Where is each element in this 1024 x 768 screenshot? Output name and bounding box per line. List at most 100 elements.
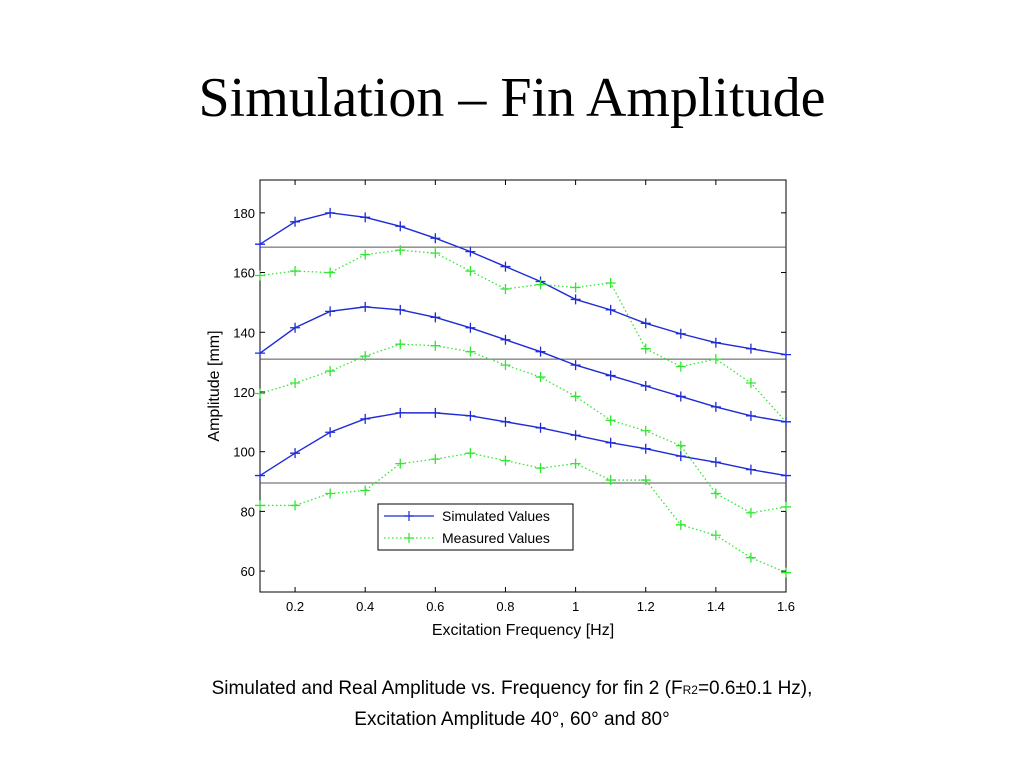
data-point (430, 454, 441, 465)
legend-measured-marker (404, 533, 414, 543)
caption-line-2: Excitation Amplitude 40°, 60° and 80° (354, 709, 670, 730)
series-simulated-4 (255, 407, 791, 481)
data-point (360, 301, 371, 312)
x-axis-label: Excitation Frequency [Hz] (432, 622, 614, 639)
data-point (710, 401, 721, 412)
x-tick-label: 0.8 (496, 599, 514, 614)
series-measured-3 (255, 339, 791, 518)
data-point (675, 451, 686, 462)
data-point (605, 475, 616, 486)
data-point (570, 391, 581, 402)
data-point (430, 248, 441, 259)
data-point (255, 348, 265, 359)
series-layer (255, 207, 791, 578)
y-tick-label: 100 (233, 445, 255, 460)
data-point (781, 567, 791, 578)
data-point (395, 304, 406, 315)
data-point (675, 519, 686, 530)
data-point (290, 216, 301, 227)
data-point (325, 488, 336, 499)
series-line-simulated (259, 306, 787, 423)
data-point (745, 464, 756, 475)
data-point (255, 239, 265, 250)
data-point (430, 340, 441, 351)
x-tick-label: 0.4 (356, 599, 374, 614)
data-point (570, 458, 581, 469)
data-point (535, 372, 546, 383)
y-tick-label: 80 (241, 504, 255, 519)
data-point (500, 283, 511, 294)
data-point (325, 267, 336, 278)
data-point (290, 500, 301, 511)
reference-lines (260, 246, 786, 484)
data-point (710, 337, 721, 348)
slide-title: Simulation – Fin Amplitude (198, 67, 826, 129)
series-measured-5 (255, 448, 791, 578)
legend-box (377, 503, 574, 551)
data-point (500, 261, 511, 272)
data-point (535, 279, 546, 290)
data-point (605, 370, 616, 381)
data-point (465, 266, 476, 277)
data-point (290, 266, 301, 277)
data-point (745, 343, 756, 354)
x-tick-label: 1 (572, 599, 579, 614)
data-point (781, 501, 791, 512)
data-point (325, 306, 336, 317)
x-ticks: 0.2 0.4 0.6 0.8 1 1.2 1.4 1.6 (286, 180, 795, 614)
data-point (500, 334, 511, 345)
data-point (325, 366, 336, 377)
x-tick-label: 1.4 (707, 599, 725, 614)
data-point (710, 354, 721, 365)
data-point (360, 413, 371, 424)
data-point (640, 381, 651, 391)
data-point (360, 351, 371, 362)
caption-text-2: =0.6±0.1 Hz), (697, 678, 813, 699)
data-point (570, 360, 581, 371)
data-point (781, 416, 791, 427)
data-point (395, 458, 406, 469)
data-point (640, 475, 651, 486)
y-tick-label: 180 (233, 206, 255, 221)
caption-line-1: Simulated and Real Amplitude vs. Frequen… (0, 674, 1024, 705)
data-point (640, 343, 651, 354)
series-simulated-2 (255, 301, 791, 427)
data-point (465, 410, 476, 421)
series-simulated-0 (255, 207, 791, 360)
y-axis-label: Amplitude [mm] (206, 330, 223, 441)
series-line-measured (259, 343, 787, 514)
legend-simulated-label: Simulated Values (442, 508, 550, 524)
x-tick-label: 1.6 (777, 599, 795, 614)
data-point (395, 407, 406, 418)
data-point (570, 430, 581, 441)
data-point (570, 282, 581, 293)
y-tick-label: 160 (233, 266, 255, 281)
data-point (500, 416, 511, 427)
data-point (745, 410, 756, 421)
x-tick-label: 1.2 (637, 599, 655, 614)
legend: Simulated Values Measured Values (377, 503, 574, 551)
data-point (675, 361, 686, 372)
data-point (535, 422, 546, 433)
data-point (255, 500, 265, 511)
data-point (500, 455, 511, 466)
data-point (675, 440, 686, 451)
data-point (781, 470, 791, 481)
data-point (605, 415, 616, 426)
x-tick-label: 0.2 (286, 599, 304, 614)
legend-measured-label: Measured Values (442, 530, 550, 546)
y-tick-label: 120 (233, 385, 255, 400)
data-point (640, 425, 651, 436)
data-point (465, 346, 476, 357)
data-point (290, 448, 301, 459)
data-point (605, 437, 616, 448)
data-point (325, 427, 336, 438)
data-point (535, 463, 546, 474)
data-point (745, 378, 756, 389)
x-tick-label: 0.6 (426, 599, 444, 614)
y-tick-label: 60 (241, 564, 255, 579)
data-point (430, 312, 441, 323)
data-point (745, 507, 756, 518)
data-point (710, 530, 721, 541)
